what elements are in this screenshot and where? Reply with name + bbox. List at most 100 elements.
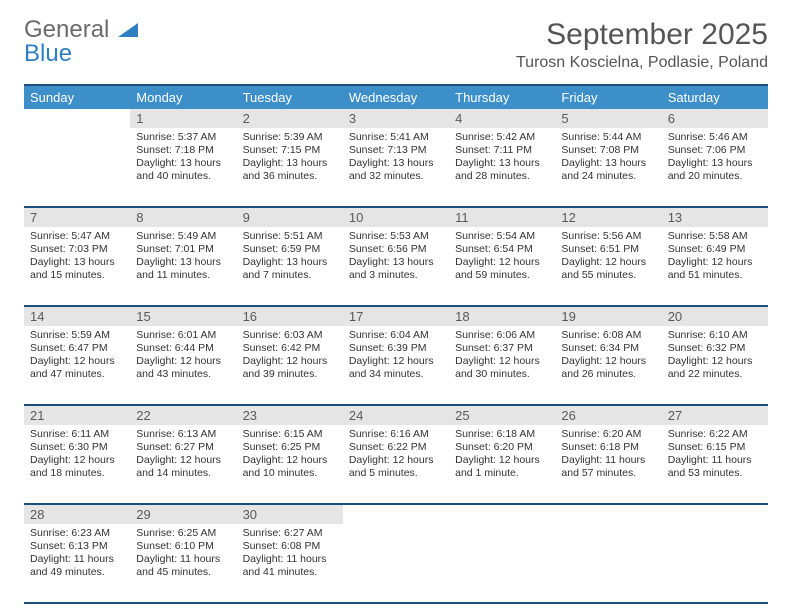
- brand-text: General Blue: [24, 18, 138, 66]
- day-number-row: 21222324252627: [24, 406, 768, 425]
- day-number: [449, 505, 555, 524]
- day-cell: Sunrise: 5:39 AMSunset: 7:15 PMDaylight:…: [237, 128, 343, 206]
- day-number-row: 78910111213: [24, 208, 768, 227]
- sunrise-text: Sunrise: 6:23 AM: [30, 527, 124, 540]
- sunrise-text: Sunrise: 5:41 AM: [349, 131, 443, 144]
- day-cell: [449, 524, 555, 602]
- week-row: Sunrise: 6:23 AMSunset: 6:13 PMDaylight:…: [24, 524, 768, 604]
- day-number: 1: [130, 109, 236, 128]
- weekday-header: Friday: [555, 86, 661, 109]
- day-number: [343, 505, 449, 524]
- sunset-text: Sunset: 7:15 PM: [243, 144, 337, 157]
- sunset-text: Sunset: 6:22 PM: [349, 441, 443, 454]
- day-cell-text: Sunrise: 5:37 AMSunset: 7:18 PMDaylight:…: [130, 128, 236, 188]
- daylight-text: Daylight: 13 hours and 24 minutes.: [561, 157, 655, 183]
- sunset-text: Sunset: 6:27 PM: [136, 441, 230, 454]
- daylight-text: Daylight: 13 hours and 3 minutes.: [349, 256, 443, 282]
- day-cell-text: Sunrise: 5:46 AMSunset: 7:06 PMDaylight:…: [662, 128, 768, 188]
- day-number: 16: [237, 307, 343, 326]
- sunrise-text: Sunrise: 6:06 AM: [455, 329, 549, 342]
- day-cell: Sunrise: 6:10 AMSunset: 6:32 PMDaylight:…: [662, 326, 768, 404]
- sunset-text: Sunset: 6:30 PM: [30, 441, 124, 454]
- day-number: 20: [662, 307, 768, 326]
- sunrise-text: Sunrise: 6:03 AM: [243, 329, 337, 342]
- daylight-text: Daylight: 12 hours and 30 minutes.: [455, 355, 549, 381]
- week-row: Sunrise: 6:11 AMSunset: 6:30 PM Daylight:…: [24, 425, 768, 505]
- sunset-text: Sunset: 6:10 PM: [136, 540, 230, 553]
- daylight-text: Daylight: 13 hours and 20 minutes.: [668, 157, 762, 183]
- daylight-text: Daylight: 12 hours and 5 minutes.: [349, 454, 443, 480]
- daylight-text: Daylight: 13 hours and 36 minutes.: [243, 157, 337, 183]
- day-cell: Sunrise: 6:04 AMSunset: 6:39 PMDaylight:…: [343, 326, 449, 404]
- day-number: 2: [237, 109, 343, 128]
- day-number: 27: [662, 406, 768, 425]
- sunset-text: Sunset: 6:37 PM: [455, 342, 549, 355]
- sunset-text: Sunset: 6:20 PM: [455, 441, 549, 454]
- title-block: September 2025 Turosn Koscielna, Podlasi…: [516, 18, 768, 78]
- daylight-text: Daylight: 13 hours and 15 minutes.: [30, 256, 124, 282]
- sunrise-text: Sunrise: 5:47 AM: [30, 230, 124, 243]
- sunrise-text: Sunrise: 5:53 AM: [349, 230, 443, 243]
- weekday-header: Saturday: [662, 86, 768, 109]
- sunrise-text: Sunrise: 5:51 AM: [243, 230, 337, 243]
- day-cell-text: Sunrise: 6:16 AMSunset: 6:22 PMDaylight:…: [343, 425, 449, 485]
- day-cell: Sunrise: 5:49 AMSunset: 7:01 PMDaylight:…: [130, 227, 236, 305]
- calendar-grid: Sunday Monday Tuesday Wednesday Thursday…: [24, 84, 768, 604]
- daylight-text: Daylight: 13 hours and 7 minutes.: [243, 256, 337, 282]
- sunrise-text: Sunrise: 5:54 AM: [455, 230, 549, 243]
- day-cell-text: Sunrise: 5:41 AMSunset: 7:13 PMDaylight:…: [343, 128, 449, 188]
- daylight-text: Daylight: 13 hours and 40 minutes.: [136, 157, 230, 183]
- sunrise-text: Sunrise: 6:18 AM: [455, 428, 549, 441]
- day-number: 28: [24, 505, 130, 524]
- sunrise-text: Sunrise: 5:56 AM: [561, 230, 655, 243]
- day-cell-text: Sunrise: 6:03 AMSunset: 6:42 PMDaylight:…: [237, 326, 343, 386]
- daylight-text: Daylight: 11 hours and 57 minutes.: [561, 454, 655, 480]
- sunrise-text: Sunrise: 5:49 AM: [136, 230, 230, 243]
- daylight-text: Daylight: 12 hours and 55 minutes.: [561, 256, 655, 282]
- weekday-header: Sunday: [24, 86, 130, 109]
- day-number-row: 14151617181920: [24, 307, 768, 326]
- day-cell: Sunrise: 6:16 AMSunset: 6:22 PMDaylight:…: [343, 425, 449, 503]
- daylight-text: Daylight: 12 hours and 10 minutes.: [243, 454, 337, 480]
- sunset-text: Sunset: 6:39 PM: [349, 342, 443, 355]
- daylight-text: Daylight: 11 hours and 53 minutes.: [668, 454, 762, 480]
- day-cell: Sunrise: 5:56 AMSunset: 6:51 PMDaylight:…: [555, 227, 661, 305]
- sunset-text: Sunset: 6:47 PM: [30, 342, 124, 355]
- calendar-page: General Blue September 2025 Turosn Kosci…: [0, 0, 792, 616]
- day-cell-text: Sunrise: 6:22 AMSunset: 6:15 PMDaylight:…: [662, 425, 768, 485]
- sunrise-text: Sunrise: 6:11 AM: [30, 428, 124, 441]
- sunset-text: Sunset: 6:42 PM: [243, 342, 337, 355]
- day-cell-text: Sunrise: 6:20 AMSunset: 6:18 PMDaylight:…: [555, 425, 661, 485]
- day-cell: Sunrise: 6:11 AMSunset: 6:30 PMDaylight:…: [24, 425, 130, 503]
- daylight-text: Daylight: 12 hours and 51 minutes.: [668, 256, 762, 282]
- brand-part1: General: [24, 16, 109, 43]
- day-number: 9: [237, 208, 343, 227]
- day-cell-text: Sunrise: 6:13 AMSunset: 6:27 PMDaylight:…: [130, 425, 236, 485]
- day-cell: Sunrise: 5:59 AMSunset: 6:47 PMDaylight:…: [24, 326, 130, 404]
- day-cell: [343, 524, 449, 602]
- daylight-text: Daylight: 12 hours and 22 minutes.: [668, 355, 762, 381]
- day-number: 21: [24, 406, 130, 425]
- day-cell: Sunrise: 5:58 AMSunset: 6:49 PMDaylight:…: [662, 227, 768, 305]
- sunset-text: Sunset: 7:06 PM: [668, 144, 762, 157]
- sunrise-text: Sunrise: 5:44 AM: [561, 131, 655, 144]
- sunset-text: Sunset: 7:18 PM: [136, 144, 230, 157]
- day-number: 24: [343, 406, 449, 425]
- sunrise-text: Sunrise: 5:59 AM: [30, 329, 124, 342]
- weekday-header: Tuesday: [237, 86, 343, 109]
- day-cell-text: Sunrise: 5:58 AMSunset: 6:49 PMDaylight:…: [662, 227, 768, 287]
- day-number: 23: [237, 406, 343, 425]
- sunset-text: Sunset: 7:03 PM: [30, 243, 124, 256]
- daylight-text: Daylight: 12 hours and 43 minutes.: [136, 355, 230, 381]
- day-number: [24, 109, 130, 128]
- day-number: 8: [130, 208, 236, 227]
- day-cell: Sunrise: 5:42 AMSunset: 7:11 PMDaylight:…: [449, 128, 555, 206]
- brand-part2: Blue: [24, 40, 72, 67]
- weekday-header: Monday: [130, 86, 236, 109]
- day-cell: Sunrise: 6:22 AMSunset: 6:15 PMDaylight:…: [662, 425, 768, 503]
- sunrise-text: Sunrise: 6:08 AM: [561, 329, 655, 342]
- sunset-text: Sunset: 6:54 PM: [455, 243, 549, 256]
- day-number: [662, 505, 768, 524]
- day-cell: Sunrise: 6:25 AMSunset: 6:10 PMDaylight:…: [130, 524, 236, 602]
- day-number: 4: [449, 109, 555, 128]
